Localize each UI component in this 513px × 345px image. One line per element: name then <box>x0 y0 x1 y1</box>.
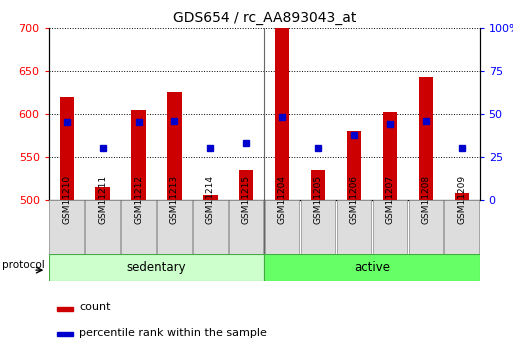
Bar <box>60 97 74 200</box>
Text: GSM11206: GSM11206 <box>349 175 359 224</box>
Bar <box>275 28 289 200</box>
Bar <box>311 170 325 200</box>
FancyBboxPatch shape <box>372 200 407 254</box>
FancyBboxPatch shape <box>49 254 264 281</box>
FancyBboxPatch shape <box>85 200 120 254</box>
Bar <box>383 112 397 200</box>
Bar <box>167 92 182 200</box>
Text: GSM11212: GSM11212 <box>134 175 143 224</box>
Text: GSM11211: GSM11211 <box>98 175 107 224</box>
Bar <box>239 170 253 200</box>
Bar <box>57 307 73 311</box>
FancyBboxPatch shape <box>229 200 264 254</box>
FancyBboxPatch shape <box>49 200 84 254</box>
Bar <box>347 131 361 200</box>
FancyBboxPatch shape <box>301 200 336 254</box>
Text: GSM11208: GSM11208 <box>421 175 430 224</box>
Title: GDS654 / rc_AA893043_at: GDS654 / rc_AA893043_at <box>172 11 356 25</box>
Text: GSM11215: GSM11215 <box>242 175 251 224</box>
Bar <box>419 77 433 200</box>
FancyBboxPatch shape <box>264 254 480 281</box>
Text: active: active <box>354 261 390 274</box>
Bar <box>455 193 469 200</box>
FancyBboxPatch shape <box>337 200 371 254</box>
FancyBboxPatch shape <box>121 200 156 254</box>
Text: GSM11209: GSM11209 <box>457 175 466 224</box>
Text: count: count <box>79 303 110 313</box>
Bar <box>57 332 73 336</box>
Text: percentile rank within the sample: percentile rank within the sample <box>79 328 267 338</box>
FancyBboxPatch shape <box>444 200 479 254</box>
FancyBboxPatch shape <box>157 200 192 254</box>
Text: GSM11205: GSM11205 <box>313 175 323 224</box>
Text: sedentary: sedentary <box>127 261 186 274</box>
FancyBboxPatch shape <box>193 200 228 254</box>
Text: GSM11213: GSM11213 <box>170 175 179 224</box>
Text: protocol: protocol <box>3 260 45 269</box>
Text: GSM11204: GSM11204 <box>278 175 287 224</box>
Text: GSM11207: GSM11207 <box>385 175 394 224</box>
FancyBboxPatch shape <box>265 200 300 254</box>
Text: GSM11210: GSM11210 <box>62 175 71 224</box>
Text: GSM11214: GSM11214 <box>206 175 215 224</box>
Bar <box>203 195 218 200</box>
FancyBboxPatch shape <box>408 200 443 254</box>
Bar <box>131 110 146 200</box>
Bar <box>95 187 110 200</box>
